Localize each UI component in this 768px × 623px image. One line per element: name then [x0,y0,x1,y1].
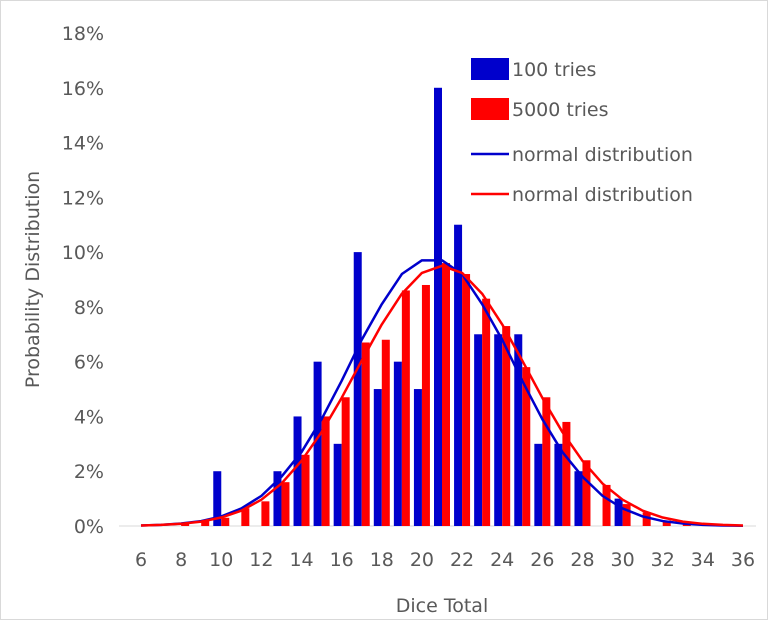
bar-100-tries [494,334,503,526]
y-tick-label: 2% [74,461,104,483]
bar-5000-tries [401,290,410,526]
x-tick-label: 32 [651,549,675,571]
bar-100-tries [373,389,382,526]
bar-5000-tries [622,504,631,526]
legend-label: 5000 tries [512,99,609,121]
bar-100-tries [534,443,543,526]
bar-100-tries [474,334,483,526]
bar-5000-tries [502,326,511,526]
x-tick-label: 22 [450,549,474,571]
bar-5000-tries [181,523,190,526]
bar-5000-tries [341,397,350,526]
bar-100-tries [353,252,362,526]
normal-curve-red [140,264,744,527]
y-tick-label: 16% [62,78,104,100]
y-tick-label: 0% [74,516,104,538]
y-tick-label: 6% [74,352,104,374]
bar-5000-tries [361,342,370,526]
x-tick-label: 12 [249,549,273,571]
y-tick-label: 8% [74,297,104,319]
bar-100-tries [313,361,322,526]
legend-swatch [471,58,509,80]
x-tick-label: 6 [135,549,147,571]
bar-5000-tries [301,454,310,526]
x-tick-label: 34 [691,549,715,571]
y-tick-label: 4% [74,406,104,428]
bar-5000-tries [482,298,491,526]
x-tick-label: 14 [289,549,313,571]
legend-label: normal distribution [512,144,693,166]
bar-5000-tries [602,484,611,526]
x-tick-label: 26 [530,549,554,571]
bar-100-tries [434,87,442,527]
bar-5000-tries [542,397,551,526]
bar-100-tries [273,471,282,526]
bar-5000-tries [281,482,290,526]
bar-5000-tries [662,520,671,526]
y-tick-label: 14% [62,133,104,155]
bar-100-tries [554,443,563,526]
y-tick-label: 12% [62,187,104,209]
legend-label: 100 tries [512,59,596,81]
bar-5000-tries [221,517,230,526]
x-tick-label: 8 [175,549,187,571]
bar-5000-tries [582,460,591,526]
x-tick-label: 18 [370,549,394,571]
bar-100-tries [213,471,222,526]
bar-5000-tries [421,284,430,526]
bar-100-tries [293,416,302,526]
bar-100-tries [614,498,623,526]
bar-100-tries [574,471,583,526]
bar-5000-tries [261,501,270,526]
x-axis-title: Dice Total [396,595,488,617]
bar-5000-tries [642,512,651,526]
x-tick-label: 10 [209,549,233,571]
bar-5000-tries [241,508,250,526]
bar-100-tries [413,389,422,526]
y-axis-title: Probability Distribution [22,171,44,388]
bar-5000-tries [201,520,210,526]
y-tick-label: 18% [62,23,104,45]
bar-5000-tries [562,421,571,526]
bar-5000-tries [462,274,471,526]
legend-swatch [471,98,509,120]
y-tick-label: 10% [62,242,104,264]
bar-5000-tries [321,416,330,526]
normal-curve-blue [140,259,744,527]
x-tick-label: 28 [570,549,594,571]
bar-100-tries [333,443,342,526]
x-tick-label: 24 [490,549,514,571]
bar-5000-tries [522,367,531,526]
x-tick-label: 30 [611,549,635,571]
bar-100-tries [514,334,523,526]
x-tick-label: 16 [330,549,354,571]
bar-100-tries [393,361,402,526]
bar-5000-tries [381,339,390,526]
bar-100-tries [454,224,463,526]
x-tick-label: 20 [410,549,434,571]
x-tick-label: 36 [731,549,755,571]
bar-5000-tries [442,263,450,526]
legend-label: normal distribution [512,184,693,206]
